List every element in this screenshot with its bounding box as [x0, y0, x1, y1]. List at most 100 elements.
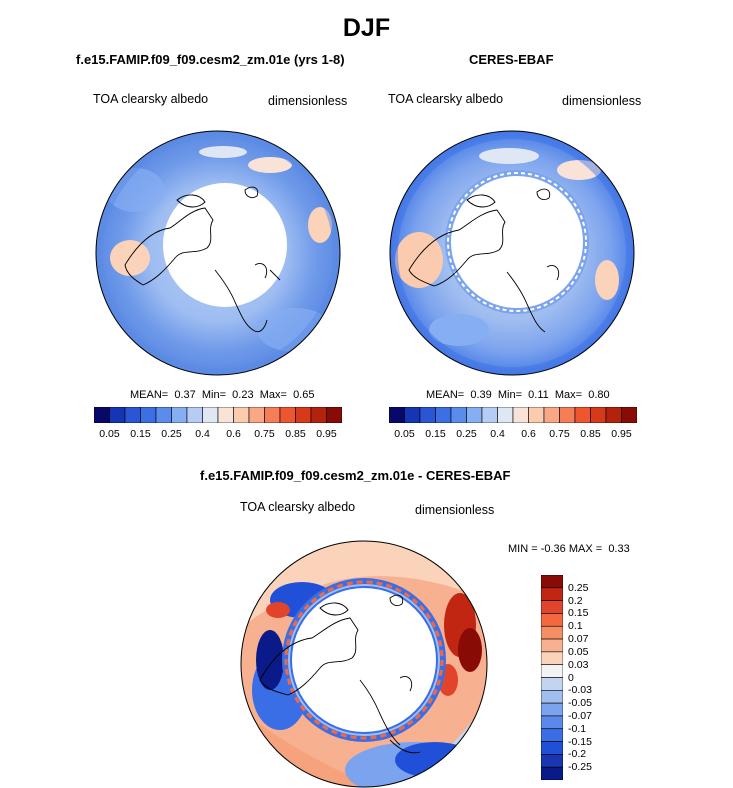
panel2-max-label: Max= — [554, 389, 583, 401]
panel2-colorbar-tick-label: 0.15 — [425, 428, 446, 440]
panel1-title: f.e15.FAMIP.f09_f09.cesm2_zm.01e (yrs 1-… — [76, 52, 345, 67]
panel1-colorbar-swatch — [217, 407, 234, 423]
panel1-colorbar-ticks: 0.05 0.15 0.25 0.4 0.6 0.75 0.85 0.95 — [94, 428, 342, 442]
panel3-colorbar-swatch — [541, 728, 563, 742]
panel1-max: 0.65 — [293, 389, 315, 401]
panel3-colorbar-swatch — [541, 575, 563, 589]
panel3-colorbar-tick-label: -0.07 — [568, 709, 592, 722]
panel2-mean: 0.39 — [470, 389, 492, 401]
panel2-colorbar-tick-label: 0.05 — [394, 428, 415, 440]
panel1-colorbar-tick-label: 0.6 — [226, 428, 241, 440]
panel2-colorbar-swatch — [419, 407, 436, 423]
panel1-min: 0.23 — [232, 389, 254, 401]
panel2-colorbar-ticks: 0.05 0.15 0.25 0.4 0.6 0.75 0.85 0.95 — [389, 428, 637, 442]
panel1-colorbar-swatch — [171, 407, 188, 423]
panel1-colorbar-tick-label: 0.25 — [161, 428, 182, 440]
panel1-colorbar-tick-label: 0.85 — [285, 428, 306, 440]
panel1-max-label: Max= — [259, 389, 287, 401]
panel2-colorbar-swatch — [481, 407, 498, 423]
panel1-variable: TOA clearsky albedo — [93, 92, 209, 106]
panel2-colorbar-swatch — [574, 407, 591, 423]
panel1-mean: 0.37 — [174, 389, 196, 401]
panel1-colorbar-swatch — [155, 407, 172, 423]
panel2-colorbar-swatch — [590, 407, 607, 423]
panel3-colorbar-swatch — [541, 690, 563, 704]
panel3-variable: TOA clearsky albedo — [240, 500, 356, 514]
panel3-colorbar-tick-label: 0.15 — [568, 607, 589, 620]
panel1-colorbar-swatch — [233, 407, 250, 423]
panel2-colorbar-tick-label: 0.4 — [490, 428, 505, 440]
panel1-colorbar — [94, 407, 342, 423]
panel1-colorbar-tick-label: 0.95 — [316, 428, 337, 440]
panel1-colorbar-swatch — [140, 407, 157, 423]
panel3-polar-map — [240, 540, 488, 788]
panel3-colorbar-swatch — [541, 613, 563, 627]
panel3-colorbar-swatch — [541, 702, 563, 717]
panel2-colorbar-swatch — [559, 407, 576, 423]
panel3-colorbar-swatch — [541, 715, 563, 730]
panel3-colorbar-tick-label: 0 — [568, 671, 574, 684]
panel3-colorbar-tick-label: 0.03 — [568, 658, 589, 671]
panel2-colorbar-swatch — [389, 407, 405, 423]
panel1-colorbar-swatch — [94, 407, 110, 423]
panel3-colorbar-tick-label: -0.1 — [568, 722, 587, 735]
panel3-colorbar-swatch — [541, 677, 563, 691]
panel2-min: 0.11 — [528, 389, 549, 401]
panel3-colorbar-tick-label: -0.15 — [568, 735, 592, 748]
panel1-colorbar-swatch — [202, 407, 219, 423]
panel3-colorbar-swatch — [541, 766, 563, 780]
panel1-colorbar-swatch — [109, 407, 126, 423]
panel2-colorbar-tick-label: 0.85 — [580, 428, 601, 440]
panel1-colorbar-swatch — [248, 407, 265, 423]
panel3-max-label: MAX = — [568, 543, 603, 555]
panel3-colorbar-swatch — [541, 638, 563, 653]
panel1-colorbar-tick-label: 0.75 — [254, 428, 275, 440]
panel3-colorbar-tick-label: -0.05 — [568, 697, 592, 710]
panel1-units: dimensionless — [268, 94, 348, 108]
panel2-colorbar-tick-label: 0.95 — [611, 428, 632, 440]
panel2-colorbar-swatch — [543, 407, 560, 423]
panel2-min-label: Min= — [497, 389, 523, 401]
panel3-max: 0.33 — [608, 543, 630, 555]
panel3-colorbar-tick-label: 0.1 — [568, 620, 583, 633]
panel3-min: -0.36 — [540, 543, 566, 555]
panel1-colorbar-swatch — [124, 407, 141, 423]
panel3-colorbar-ticks: 0.25 0.2 0.15 0.1 0.07 0.05 0.03 0 -0.03 -0.05 -0.… — [568, 575, 618, 780]
panel3-colorbar-tick-label: 0.25 — [568, 581, 589, 594]
panel1-colorbar-swatch — [279, 407, 296, 423]
panel1-colorbar-swatch — [326, 407, 342, 423]
panel2-max: 0.80 — [588, 389, 610, 401]
panel2-colorbar-swatch — [450, 407, 467, 423]
panel2-colorbar-tick-label: 0.25 — [456, 428, 477, 440]
panel3-colorbar-swatch — [541, 754, 563, 768]
panel1-colorbar-tick-label: 0.15 — [130, 428, 151, 440]
panel2-colorbar-tick-label: 0.75 — [549, 428, 570, 440]
panel2-variable: TOA clearsky albedo — [388, 92, 504, 106]
panel2-colorbar — [389, 407, 637, 423]
panel2-colorbar-swatch — [497, 407, 514, 423]
panel3-colorbar-tick-label: -0.25 — [568, 761, 592, 774]
panel2-colorbar-tick-label: 0.6 — [521, 428, 536, 440]
panel3-colorbar-tick-label: -0.2 — [568, 748, 587, 761]
panel1-colorbar-swatch — [295, 407, 312, 423]
panel3-stats: MIN = -0.36 MAX = 0.33 — [508, 543, 630, 555]
panel3-colorbar-tick-label: 0.05 — [568, 645, 589, 658]
panel2-title: CERES-EBAF — [469, 52, 554, 67]
panel2-colorbar-swatch — [435, 407, 452, 423]
panel3-colorbar-swatch — [541, 587, 563, 601]
panel1-colorbar-swatch — [186, 407, 203, 423]
panel3-colorbar-swatch — [541, 651, 563, 665]
panel3-units: dimensionless — [415, 503, 495, 517]
panel2-polar-map — [389, 130, 635, 376]
panel2-colorbar-swatch — [605, 407, 622, 423]
panel3-colorbar-swatch — [541, 664, 563, 678]
panel1-mean-label: MEAN= — [130, 389, 169, 401]
panel2-colorbar-swatch — [528, 407, 545, 423]
panel1-min-label: Min= — [201, 389, 227, 401]
panel2-stats: MEAN= 0.39 Min= 0.11 Max= 0.80 — [426, 389, 610, 401]
panel1-stats: MEAN= 0.37 Min= 0.23 Max= 0.65 — [130, 389, 314, 401]
panel3-colorbar-swatch — [541, 600, 563, 614]
panel2-mean-label: MEAN= — [426, 389, 465, 401]
panel3-min-label: MIN = — [508, 543, 538, 555]
panel1-colorbar-swatch — [310, 407, 327, 423]
